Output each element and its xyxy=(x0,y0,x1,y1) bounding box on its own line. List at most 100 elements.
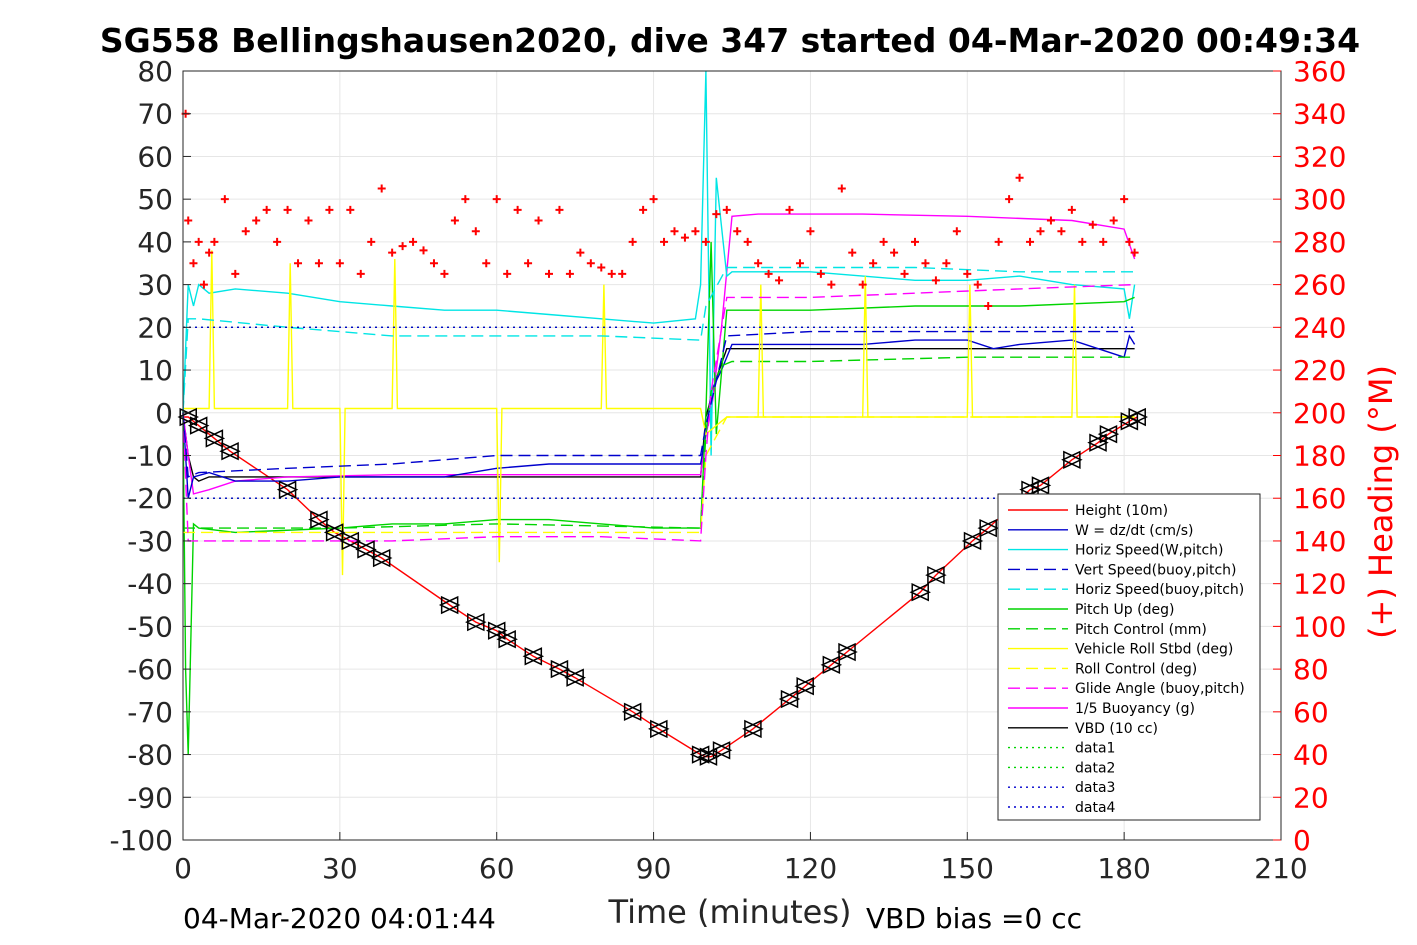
heading-point xyxy=(754,259,763,268)
y-tick-label-left: 20 xyxy=(137,311,173,344)
dive-marker xyxy=(187,416,208,435)
dive-marker xyxy=(925,565,945,585)
y-tick-label-right: 260 xyxy=(1293,269,1346,302)
series-line-1-5-buoyancy-g xyxy=(182,213,1136,495)
heading-point xyxy=(764,269,773,278)
marker-layer xyxy=(177,109,1148,766)
y-tick-label-left: -10 xyxy=(127,440,173,473)
x-tick-label: 180 xyxy=(1097,852,1150,885)
y-axis-left-ticks: 80 70 60 50 40 30 20 10 0 -10 -20 -30 -40 -50 -60 -70 -8… xyxy=(109,55,191,857)
heading-point xyxy=(858,280,867,289)
heading-point xyxy=(524,259,533,268)
y-tick-label-right: 0 xyxy=(1293,824,1311,857)
heading-point xyxy=(795,259,804,268)
dive-marker xyxy=(1061,450,1081,469)
y-tick-label-right: 360 xyxy=(1293,55,1346,88)
heading-point xyxy=(984,301,993,310)
legend-label: Vehicle Roll Stbd (deg) xyxy=(1075,642,1233,658)
heading-point xyxy=(816,269,825,278)
x-tick-label: 60 xyxy=(479,852,515,885)
legend-label: Pitch Control (mm) xyxy=(1075,622,1207,638)
x-tick-label: 90 xyxy=(636,852,672,885)
y-tick-label-left: 80 xyxy=(137,55,173,88)
heading-point xyxy=(649,195,658,204)
legend-label: VBD (10 cc) xyxy=(1075,721,1158,737)
y-tick-label-left: -90 xyxy=(127,781,173,814)
y-tick-label-left: 70 xyxy=(137,98,173,131)
heading-point xyxy=(1130,248,1139,257)
heading-point xyxy=(273,237,282,246)
dive-marker xyxy=(1029,476,1050,495)
heading-point xyxy=(890,248,899,257)
y-tick-label-right: 220 xyxy=(1293,354,1346,387)
dive-marker xyxy=(485,621,506,640)
y-axis-right-label: (+) Heading (°M) xyxy=(1362,365,1400,639)
heading-point xyxy=(722,205,731,214)
y-tick-label-left: 50 xyxy=(137,183,173,216)
dive-marker xyxy=(308,510,328,529)
chart-title: SG558 Bellingshausen2020, dive 347 start… xyxy=(100,21,1360,60)
heading-point xyxy=(1057,227,1066,236)
heading-point xyxy=(367,237,376,246)
dive-marker xyxy=(710,741,731,760)
heading-point xyxy=(325,205,334,214)
heading-point xyxy=(565,269,574,278)
heading-point xyxy=(879,237,888,246)
heading-point xyxy=(210,237,219,246)
heading-point xyxy=(1005,195,1014,204)
heading-point xyxy=(848,248,857,257)
legend-label: data1 xyxy=(1075,741,1115,757)
heading-point xyxy=(231,269,240,278)
heading-point xyxy=(482,259,491,268)
dive-marker xyxy=(961,531,982,551)
dive-marker xyxy=(370,548,391,568)
heading-point xyxy=(1036,227,1045,236)
heading-point xyxy=(911,237,919,246)
heading-point xyxy=(184,216,193,225)
heading-point xyxy=(205,248,214,257)
dive-marker xyxy=(621,702,642,722)
heading-point xyxy=(461,195,470,204)
y-tick-label-right: 160 xyxy=(1293,482,1346,515)
heading-point xyxy=(294,259,303,268)
y-tick-label-left: 10 xyxy=(137,354,173,387)
heading-point xyxy=(701,237,710,246)
heading-point xyxy=(1088,220,1097,229)
legend-label: Horiz Speed(W,pitch) xyxy=(1075,543,1223,559)
heading-point xyxy=(921,259,930,268)
heading-point xyxy=(398,242,407,251)
heading-point xyxy=(199,280,208,289)
legend-box xyxy=(997,493,1261,821)
heading-point xyxy=(994,237,1003,246)
heading-point xyxy=(586,259,595,268)
dive-marker xyxy=(203,429,224,448)
series-line-glide-angle-buoy-pitch xyxy=(182,283,1135,542)
legend-label: data2 xyxy=(1075,760,1115,776)
legend: Height (10m) W = dz/dt (cm/s) Horiz Speed(… xyxy=(997,493,1261,821)
x-tick-label: 210 xyxy=(1254,852,1307,885)
heading-point xyxy=(1078,237,1087,246)
legend-label: Pitch Up (deg) xyxy=(1075,602,1174,618)
y-tick-label-right: 40 xyxy=(1293,739,1329,772)
heading-point xyxy=(712,210,721,219)
y-tick-label-left: -70 xyxy=(127,696,173,729)
heading-point xyxy=(743,237,752,246)
heading-point xyxy=(1099,237,1108,246)
heading-point xyxy=(440,269,449,278)
dive-marker xyxy=(219,442,239,461)
heading-point xyxy=(335,259,344,268)
heading-point xyxy=(450,216,459,225)
heading-point xyxy=(607,269,616,278)
y-tick-label-right: 180 xyxy=(1293,440,1346,473)
heading-point xyxy=(220,195,229,204)
y-tick-label-right: 20 xyxy=(1293,781,1329,814)
x-axis-label: Time (minutes) xyxy=(608,893,852,931)
y-tick-label-left: 30 xyxy=(137,269,173,302)
heading-point xyxy=(283,205,292,214)
heading-point xyxy=(973,280,982,289)
heading-point xyxy=(680,233,689,242)
y-tick-label-right: 100 xyxy=(1293,610,1346,643)
heading-point xyxy=(492,195,501,204)
heading-point xyxy=(900,269,909,278)
footer-vbd-bias: VBD bias =0 cc xyxy=(866,902,1082,935)
